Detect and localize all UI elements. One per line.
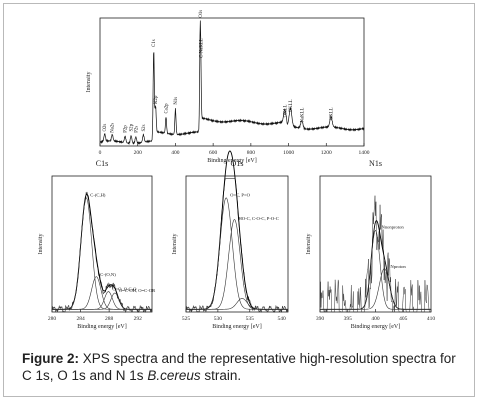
o1s-component-line: [186, 197, 288, 310]
o1s-panel-title: O1s: [231, 159, 244, 168]
survey-peak-label: Ca2p: [165, 103, 170, 114]
c1s-component-label: O=C-OH, O=C-OR: [119, 288, 156, 294]
c1s-component-label: C-(O,N): [100, 272, 116, 278]
survey-spectrum-line: [99, 20, 365, 146]
c1s-plot-frame: [51, 175, 153, 313]
n1s-panel-title: N1s: [369, 159, 382, 168]
o1s-x-tick-label: 540: [278, 316, 287, 322]
c1s-panel-title: C1s: [96, 159, 108, 168]
survey-x-tick-label: 600: [209, 150, 218, 156]
n1s-component-line: [320, 268, 431, 310]
survey-peak-label: OKLL: [289, 99, 294, 112]
o1s-component-line: [186, 298, 288, 310]
o1s-component-label: O=C, P=O: [230, 193, 250, 199]
n1s-plot-frame: [319, 175, 432, 313]
c1s-x-tick-label: 292: [134, 316, 143, 322]
survey-x-tick-label: 800: [247, 150, 256, 156]
c1s-component-label: C-(C,H): [90, 193, 106, 199]
survey-peak-label: CKLL: [330, 107, 335, 120]
survey-peak-label: O1s: [199, 10, 204, 18]
n1s-component-label: Nnonproton: [382, 225, 405, 230]
c1s-x-tick-label: 288: [105, 316, 114, 322]
figure-caption: Figure 2: XPS spectra and the representa…: [22, 350, 462, 384]
survey-x-tick-label: 400: [171, 150, 180, 156]
survey-peak-label: P2p: [124, 125, 129, 133]
figure-frame: [3, 3, 475, 397]
n1s-x-tick-label: 400: [371, 316, 380, 322]
survey-peak-label: Na2s: [111, 123, 116, 133]
caption-label: Figure 2:: [22, 351, 80, 366]
survey-x-tick-label: 1000: [283, 150, 294, 156]
survey-x-axis-label: Binding energy [eV]: [207, 158, 257, 164]
n1s-measured-line: [319, 195, 431, 313]
n1s-x-tick-label: 390: [316, 316, 325, 322]
n1s-x-tick-label: 410: [427, 316, 436, 322]
survey-peak-label: K2p: [154, 95, 159, 104]
survey-x-tick-label: 1200: [321, 150, 332, 156]
survey-peak-label: S2p: [130, 123, 135, 131]
c1s-y-axis-label: Intensity: [38, 234, 44, 255]
c1s-component-label: C=O, O-C-O: [112, 287, 137, 293]
survey-peak-label: C-NaKLL: [199, 38, 204, 58]
c1s-x-tick-label: 284: [76, 316, 85, 322]
survey-plot-frame: [99, 17, 365, 147]
survey-peak-label: P2s: [134, 126, 139, 133]
n1s-envelope-line: [320, 220, 431, 310]
caption-species: B.cereus: [147, 368, 201, 383]
survey-x-tick-label: 1400: [359, 150, 370, 156]
survey-x-tick-label: 0: [99, 150, 102, 156]
caption-text-2: strain.: [200, 368, 242, 383]
c1s-component-line: [52, 292, 152, 310]
caption-text-1: XPS spectra and the representative high-…: [22, 351, 456, 383]
o1s-x-axis-label: Binding energy [eV]: [212, 324, 262, 330]
survey-peak-label: OKLL: [283, 105, 288, 118]
c1s-x-tick-label: 280: [48, 316, 57, 322]
o1s-component-label: HO-C, C-O-C, P-O-C: [238, 216, 278, 222]
o1s-plot-frame: [185, 175, 289, 313]
survey-peak-label: S2s: [142, 124, 147, 131]
o1s-x-tick-label: 535: [246, 316, 255, 322]
c1s-x-axis-label: Binding energy [eV]: [77, 324, 127, 330]
survey-x-tick-label: 200: [134, 150, 143, 156]
n1s-x-axis-label: Binding energy [eV]: [351, 324, 401, 330]
o1s-component-line: [186, 219, 288, 310]
survey-peak-label: C1s: [152, 39, 157, 47]
n1s-x-tick-label: 395: [344, 316, 353, 322]
o1s-y-axis-label: Intensity: [172, 234, 178, 255]
survey-peak-label: O2s: [103, 124, 108, 132]
survey-y-axis-label: Intensity: [86, 72, 92, 93]
survey-peak-label: NaKLL: [300, 108, 305, 123]
o1s-x-tick-label: 525: [182, 316, 191, 322]
n1s-x-tick-label: 405: [399, 316, 408, 322]
survey-peak-label: N1s: [174, 97, 179, 105]
n1s-component-label: Nproton: [390, 264, 406, 269]
n1s-y-axis-label: Intensity: [306, 234, 312, 255]
o1s-x-tick-label: 530: [214, 316, 223, 322]
